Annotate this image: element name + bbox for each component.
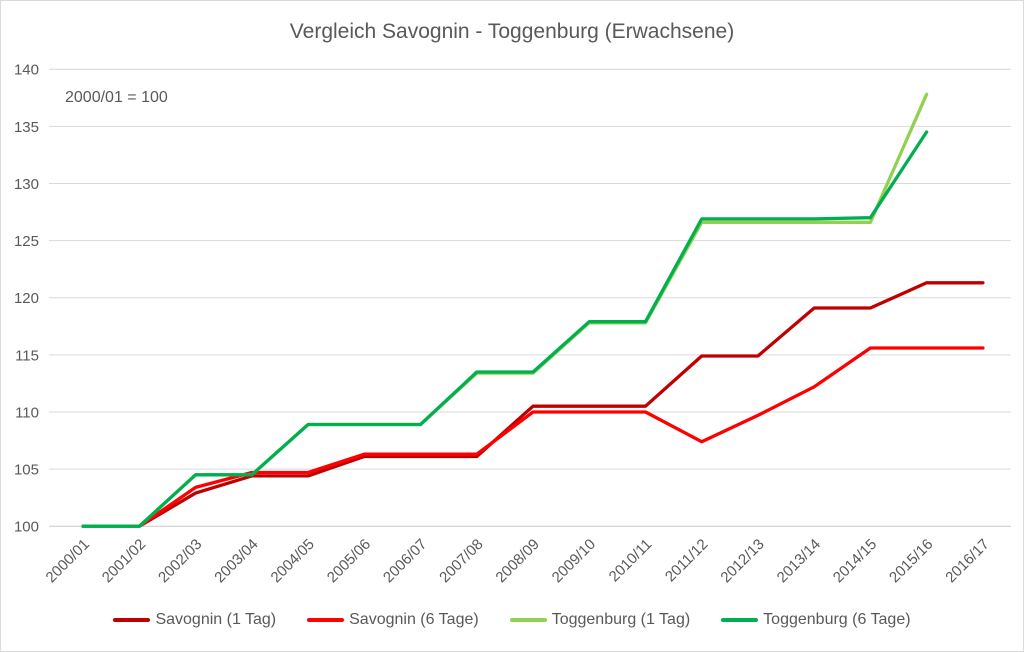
series-line-savognin-1-tag (81, 281, 985, 528)
legend-line-marker-savognin-1-tag (113, 618, 151, 622)
x-tick-label: 2012/13 (717, 536, 767, 586)
x-tick-label: 2014/15 (830, 536, 880, 586)
y-tick-label: 115 (15, 347, 39, 364)
legend-item-toggenburg-1-tag: Toggenburg (1 Tag) (509, 611, 691, 629)
x-tick-label: 2007/08 (436, 536, 486, 586)
x-tick-label: 2006/07 (380, 536, 430, 586)
x-tick-label: 2011/12 (662, 536, 712, 586)
legend-label: Savognin (6 Tage) (349, 611, 479, 628)
x-tick-label: 2000/01 (43, 536, 93, 586)
series-line-toggenburg-1-tag (81, 92, 929, 528)
legend-label: Savognin (1 Tag) (155, 611, 277, 628)
x-tick-label: 2001/02 (99, 536, 149, 586)
x-tick-label: 2005/06 (324, 536, 374, 586)
x-tick-label: 2016/17 (942, 536, 992, 586)
y-tick-label: 125 (14, 233, 39, 250)
y-tick-label: 130 (14, 176, 39, 193)
legend-line-marker-savognin-6-tage (307, 618, 345, 622)
x-tick-label: 2008/09 (492, 536, 542, 586)
legend-line-marker-toggenburg-1-tag (509, 618, 547, 622)
y-tick-label: 110 (15, 404, 39, 421)
series-line-savognin-6-tage (81, 346, 985, 528)
legend-item-toggenburg-6-tage: Toggenburg (6 Tage) (721, 611, 911, 629)
legend-label: Toggenburg (6 Tage) (763, 611, 911, 628)
x-tick-label: 2015/16 (886, 536, 936, 586)
chart-title: Vergleich Savognin - Toggenburg (Erwachs… (289, 20, 735, 43)
y-tick-label: 135 (14, 119, 39, 136)
y-tick-label: 140 (14, 62, 39, 79)
x-tick-label: 2013/14 (774, 536, 824, 586)
x-tick-label: 2002/03 (155, 536, 205, 586)
legend-label: Toggenburg (1 Tag) (551, 611, 691, 628)
x-tick-label: 2009/10 (549, 536, 599, 586)
y-tick-label: 100 (14, 519, 39, 536)
legend-item-savognin-6-tage: Savognin (6 Tage) (307, 611, 479, 629)
x-tick-label: 2004/05 (268, 536, 318, 586)
x-tick-label: 2003/04 (211, 536, 261, 586)
series-line-toggenburg-6-tage (81, 130, 929, 528)
legend-line-marker-toggenburg-6-tage (721, 618, 759, 622)
baseline-annotation: 2000/01 = 100 (65, 89, 168, 106)
legend-item-savognin-1-tag: Savognin (1 Tag) (113, 611, 276, 629)
y-tick-label: 105 (14, 462, 39, 479)
y-tick-label: 120 (14, 290, 39, 307)
legend: Savognin (1 Tag) Savognin (6 Tage) Toggenb… (1, 611, 1023, 629)
x-tick-label: 2010/11 (606, 536, 656, 586)
